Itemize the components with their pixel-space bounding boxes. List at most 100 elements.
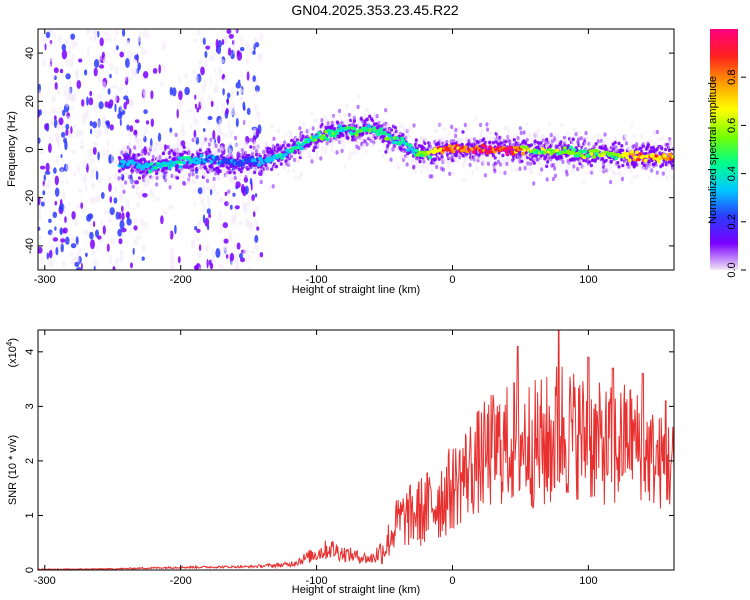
spectrogram-noise-point [54,200,58,206]
spectrogram-band-point [587,160,592,164]
spectrogram-band-point [482,137,486,141]
spectrogram-halo-point [525,121,529,126]
spectrogram-noise-point [57,36,62,43]
spectrogram-noise-point [235,181,241,189]
spectrogram-halo-point [655,129,659,135]
spectrogram-ridge-point [504,148,508,153]
spectrogram-halo-point [537,128,541,133]
spectrogram-halo-point [642,166,646,171]
spectrogram-noise-point [60,168,64,178]
spectrogram-halo-point [430,168,434,173]
spectrogram-noise-point [194,103,198,109]
spectrogram-ridge-point [326,128,331,133]
snr-x-tick-label: -200 [170,575,192,587]
spectrogram-halo-point [119,178,123,183]
spectrogram-halo-point [214,171,218,176]
spectrogram-halo-point [211,138,215,144]
spectrogram-ridge-point [512,145,517,150]
spectrogram-halo-point [454,127,458,133]
spectrogram-noise-point [108,182,112,192]
spectrogram-noise-point [205,45,211,50]
spectrogram-ridge-point [354,133,359,137]
spectrogram-noise-point [61,131,66,138]
spectrogram-ridge-point [641,154,645,159]
colorbar-tick-label: 0.2 [726,214,738,229]
spectrogram-noise-point [206,208,211,215]
snr-panel: -300 -200 -100 0 100 0 1 2 3 4 Height of straigh… [5,329,675,596]
spectrogram-noise-point [80,262,83,270]
spectrogram-noise-point [109,63,114,71]
spectrogram-noise-point [105,148,110,156]
spectrogram-y-label: Frequency (Hz) [6,111,18,187]
spectrogram-noise-point [239,96,244,101]
spectrogram-noise-point [246,71,250,81]
spectrogram-halo-point [577,130,581,135]
spectrogram-ridge-point [249,155,254,160]
spectrogram-halo-point [657,173,661,179]
spectrogram-noise-point [114,29,119,36]
spectrogram-noise-point [244,249,250,254]
spectrogram-halo-point [507,133,511,139]
spectrogram-noise-point [242,200,246,210]
spectrogram-halo-point [441,136,445,141]
spectrogram-halo-point [655,170,659,175]
spectrogram-noise-point [80,139,84,145]
spectrogram-halo-point [447,154,451,159]
spectrogram-halo-point [183,181,187,186]
spectrogram-noise-point [236,198,240,204]
spectrogram-noise-point [145,120,150,125]
spectrogram-noise-point [252,179,255,185]
spectrogram-noise-point [47,62,52,68]
spectrogram-noise-point [117,113,123,120]
spectrogram-halo-point [506,128,510,134]
spectrogram-halo-point [556,140,560,145]
spectrogram-halo-point [527,165,531,170]
spectrogram-noise-point [205,245,209,253]
spectrogram-halo-point [630,123,634,128]
spectrogram-noise-point [234,29,238,34]
spectrogram-noise-point [141,245,147,251]
spectrogram-halo-point [226,154,230,160]
spectrogram-noise-point [65,100,69,108]
spectrogram-noise-point [193,129,197,139]
spectrogram-halo-point [191,172,195,177]
spectrogram-halo-point [307,151,311,156]
spectrogram-ridge-point [352,126,357,131]
spectrogram-band-point [559,140,563,144]
spectrogram-halo-point [451,170,455,175]
spectrogram-noise-point [249,177,253,186]
spectrogram-halo-point [355,123,359,128]
spectrogram-noise-point [201,243,205,251]
spectrogram-halo-point [262,149,266,155]
spectrogram-noise-point [225,254,229,259]
spectrogram-halo-point [649,139,653,145]
spectrogram-band-point [137,176,142,180]
spectrogram-halo-point [245,141,249,147]
spectrogram-halo-point [408,126,412,132]
spectrogram-noise-point [215,38,219,49]
spectrogram-halo-point [151,154,155,160]
spectrogram-halo-point [271,184,275,189]
spectrogram-halo-point [480,128,484,133]
spectrogram-noise-point [206,194,209,201]
snr-x-tick-label: -100 [306,575,328,587]
spectrogram-ridge-point [633,155,638,160]
spectrogram-halo-point [343,165,347,170]
spectrogram-noise-point [69,260,75,265]
spectrogram-noise-point [60,238,66,243]
spectrogram-halo-point [133,145,137,150]
spectrogram-halo-point [429,145,433,150]
spectrogram-band-point [524,141,528,146]
spectrogram-band-point [621,148,625,153]
spectrogram-halo-point [294,175,298,180]
spectrogram-noise-point [54,82,58,90]
spectrogram-noise-point [212,52,216,62]
spectrogram-halo-point [606,142,610,148]
spectrogram-noise-point [143,109,148,115]
spectrogram-noise-point [196,251,202,259]
spectrogram-noise-point [48,41,52,47]
spectrogram-noise-point [217,66,222,72]
spectrogram-halo-point [582,179,586,184]
spectrogram-noise-point [235,82,242,89]
spectrogram-noise-point [234,205,240,210]
